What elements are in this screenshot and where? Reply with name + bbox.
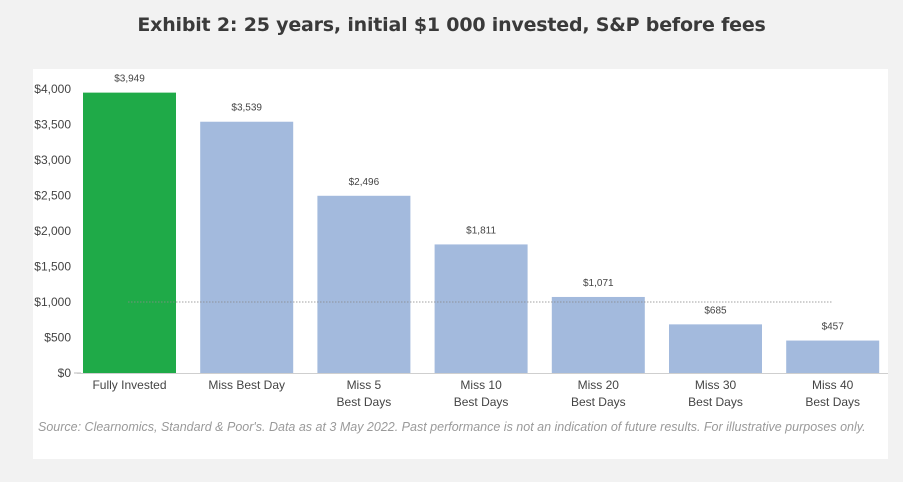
x-tick-label: Miss 20 <box>578 378 620 392</box>
value-label: $2,496 <box>349 177 380 188</box>
y-axis: $0 $500 $1,000 $1,500 $2,000 $2,500 $3,000 $3,5… <box>34 82 81 380</box>
value-label: $3,539 <box>231 103 262 114</box>
chart-title: Exhibit 2: 25 years, initial $1 000 inve… <box>137 14 766 36</box>
x-tick-label: Best Days <box>805 395 860 409</box>
x-tick-label: Best Days <box>454 395 509 409</box>
y-tick-label: $0 <box>58 366 72 380</box>
x-tick-label: Miss Best Day <box>208 378 285 392</box>
x-tick-label: Best Days <box>337 395 392 409</box>
y-tick-label: $500 <box>44 331 71 345</box>
value-label: $3,949 <box>114 74 145 85</box>
bar <box>83 92 176 373</box>
source-note: Source: Clearnomics, Standard & Poor's. … <box>38 420 866 434</box>
value-label: $685 <box>704 305 727 316</box>
y-tick-label: $4,000 <box>34 82 71 96</box>
value-label: $457 <box>822 322 845 333</box>
x-tick-label: Miss 30 <box>695 378 737 392</box>
bar <box>434 244 528 373</box>
bar <box>200 121 294 373</box>
y-tick-label: $2,000 <box>34 224 71 238</box>
value-label: $1,071 <box>583 278 614 289</box>
x-tick-label: Best Days <box>571 395 626 409</box>
bar <box>669 324 762 373</box>
x-tick-label: Miss 40 <box>812 378 854 392</box>
bar <box>786 340 880 373</box>
value-labels: $3,949 $3,539 $2,496 $1,811 $1,071 $685 $457 <box>114 74 844 333</box>
x-axis: Fully Invested Miss Best Day Miss 5 Best Da… <box>77 373 888 409</box>
y-tick-label: $3,500 <box>34 118 71 132</box>
x-tick-label: Best Days <box>688 395 743 409</box>
x-tick-label: Fully Invested <box>92 378 166 392</box>
y-tick-label: $1,000 <box>34 295 71 309</box>
bars <box>83 92 880 373</box>
x-tick-label: Miss 5 <box>347 378 382 392</box>
y-tick-label: $3,000 <box>34 153 71 167</box>
bar <box>551 296 645 373</box>
x-tick-label: Miss 10 <box>460 378 502 392</box>
y-tick-label: $2,500 <box>34 189 71 203</box>
bar <box>317 195 411 373</box>
value-label: $1,811 <box>466 225 496 236</box>
y-tick-label: $1,500 <box>34 260 71 274</box>
